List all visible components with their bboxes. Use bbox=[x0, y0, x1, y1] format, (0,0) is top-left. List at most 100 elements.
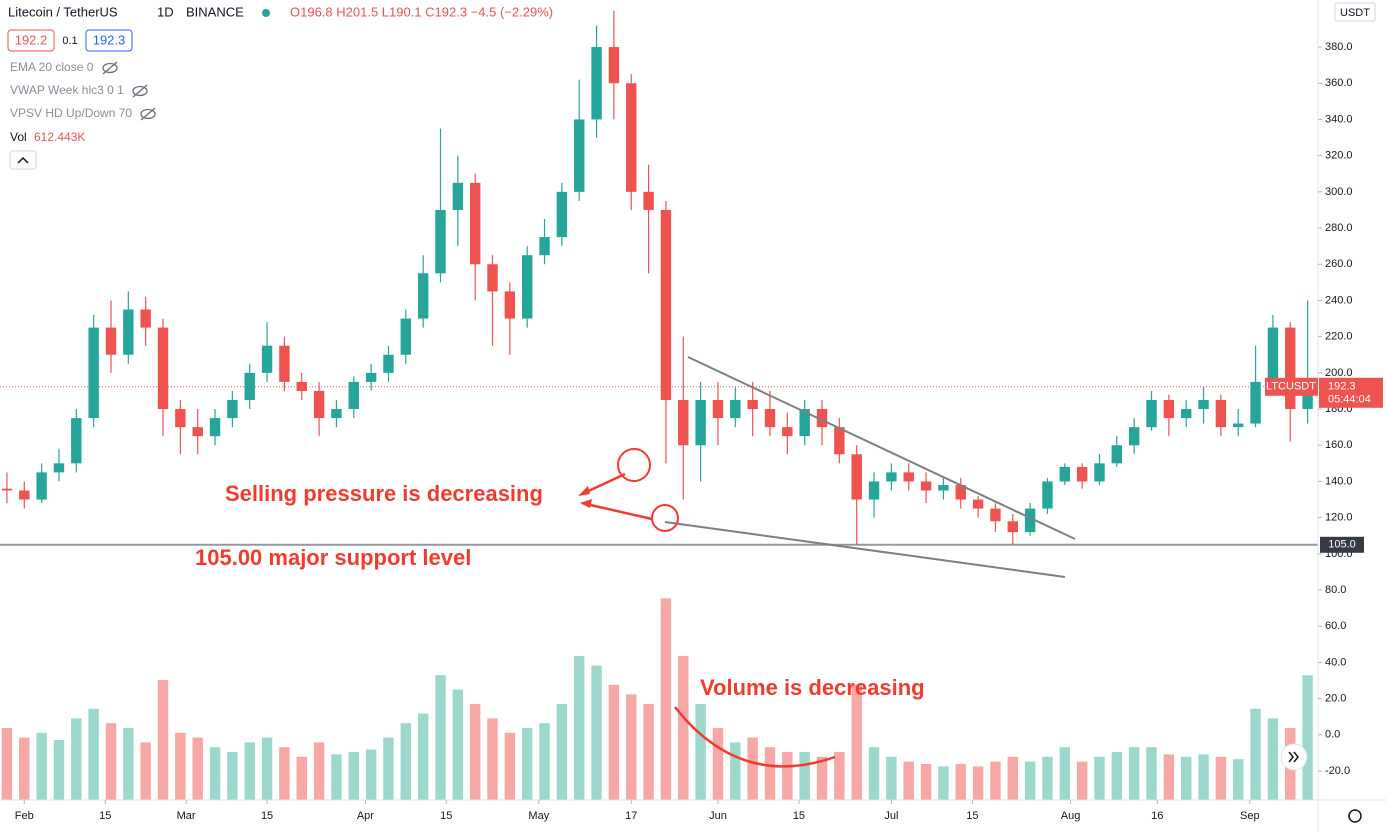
volume-bar bbox=[712, 728, 724, 800]
candle-body bbox=[1198, 400, 1209, 410]
volume-bar bbox=[331, 754, 342, 800]
y-tick-label: 140.0 bbox=[1325, 475, 1353, 487]
candle-body bbox=[313, 390, 325, 419]
candle-body bbox=[955, 485, 966, 500]
candle-body bbox=[1215, 400, 1227, 428]
candle-body bbox=[938, 485, 949, 491]
volume-bar bbox=[400, 723, 412, 800]
candle-body bbox=[574, 119, 585, 192]
volume-bar bbox=[435, 675, 446, 800]
candle-body bbox=[1285, 327, 1296, 410]
volume-bar bbox=[834, 752, 845, 800]
candle-body bbox=[157, 327, 169, 410]
indicator: VWAP Week hlc3 0 1 bbox=[10, 83, 124, 97]
volume-bar bbox=[1, 728, 13, 800]
volume-bar bbox=[175, 732, 186, 800]
volume-bar bbox=[469, 704, 481, 800]
candle-body bbox=[747, 400, 758, 410]
candle-body bbox=[279, 345, 290, 382]
volume-bar bbox=[1024, 761, 1036, 800]
volume-bar bbox=[1198, 754, 1209, 800]
arrow-head bbox=[578, 486, 590, 496]
scroll-button[interactable] bbox=[1280, 743, 1308, 771]
volume-bar bbox=[955, 764, 966, 800]
symbol: Litecoin / TetherUS bbox=[8, 4, 118, 19]
candle-body bbox=[244, 372, 255, 400]
indicator: EMA 20 close 0 bbox=[10, 60, 94, 74]
volume-bar bbox=[227, 752, 238, 800]
volume-bar bbox=[1111, 752, 1123, 800]
volume-bar bbox=[209, 747, 221, 800]
collapse-button[interactable] bbox=[9, 150, 37, 170]
interval: 1D bbox=[157, 4, 174, 19]
candle-body bbox=[643, 191, 654, 210]
volume-bar bbox=[591, 665, 602, 800]
candle-body bbox=[626, 83, 637, 192]
volume-bar bbox=[504, 732, 516, 800]
candle-body bbox=[105, 327, 117, 355]
candle-body bbox=[730, 400, 741, 419]
y-tick-label: 260.0 bbox=[1325, 258, 1353, 270]
y-tick-label: 20.0 bbox=[1325, 693, 1346, 705]
volume-bar bbox=[608, 684, 620, 800]
y-tick-label: 360.0 bbox=[1325, 77, 1353, 89]
y-tick-label: 160.0 bbox=[1325, 439, 1353, 451]
candle-body bbox=[903, 472, 914, 482]
volume-bar bbox=[695, 704, 706, 800]
bid-box[interactable] bbox=[7, 29, 55, 52]
volume-bar bbox=[192, 737, 203, 800]
y-tick-label: 80.0 bbox=[1325, 584, 1346, 596]
volume-bar bbox=[1007, 756, 1018, 800]
ohlc: O196.8 H201.5 L190.1 C192.3 −4.5 (−2.29%… bbox=[290, 4, 553, 19]
volume-bar bbox=[313, 742, 325, 800]
volume-bar bbox=[123, 728, 134, 800]
volume-bar bbox=[816, 756, 828, 800]
y-tick-label: 380.0 bbox=[1325, 41, 1353, 53]
volume-bar bbox=[556, 704, 568, 800]
trend-line-upper bbox=[687, 356, 1076, 540]
candle-body bbox=[799, 409, 810, 437]
candle-body bbox=[1146, 400, 1157, 428]
ask-box[interactable] bbox=[85, 29, 133, 52]
volume-bar bbox=[1059, 747, 1071, 800]
y-tick-label: 60.0 bbox=[1325, 620, 1346, 632]
candle-body bbox=[1180, 409, 1192, 419]
x-tick-label: 15 bbox=[440, 810, 452, 822]
symbol-label-box bbox=[1265, 377, 1318, 396]
volume-bar bbox=[782, 752, 793, 800]
volume-bar bbox=[799, 752, 810, 800]
volume-value: 612.443K bbox=[34, 130, 85, 144]
volume-bar bbox=[972, 766, 984, 800]
ask: 192.3 bbox=[93, 32, 126, 47]
volume-bar bbox=[244, 742, 255, 800]
chevron bbox=[1288, 751, 1299, 763]
candle-body bbox=[1267, 327, 1279, 382]
candle-body bbox=[1024, 508, 1036, 533]
arrow-head bbox=[580, 499, 592, 508]
volume-bar bbox=[1302, 675, 1313, 800]
volume-bar bbox=[851, 684, 862, 800]
chevron bbox=[17, 156, 29, 164]
candle-body bbox=[383, 354, 394, 373]
volume-bar bbox=[868, 747, 880, 800]
volume-bar bbox=[53, 740, 65, 800]
price-axis bbox=[1318, 0, 1386, 832]
eye-icons[interactable] bbox=[102, 61, 156, 121]
volume-bar bbox=[105, 723, 117, 800]
x-tick-label: Feb bbox=[15, 810, 34, 822]
settings-icon[interactable] bbox=[1348, 809, 1362, 823]
volume-bar bbox=[157, 680, 169, 800]
currency-box bbox=[1334, 2, 1376, 22]
candle-body bbox=[487, 264, 498, 292]
y-tick-label: 220.0 bbox=[1325, 331, 1353, 343]
volume-bar bbox=[747, 737, 758, 800]
volume-bar bbox=[678, 656, 689, 800]
trend-line-lower bbox=[664, 521, 1066, 578]
y-tick-label: 40.0 bbox=[1325, 656, 1346, 668]
candle-body bbox=[1163, 400, 1175, 419]
candle-body bbox=[851, 454, 862, 500]
bid: 192.2 bbox=[15, 32, 48, 47]
candle-body bbox=[365, 372, 377, 382]
volume-bar bbox=[1076, 761, 1088, 800]
